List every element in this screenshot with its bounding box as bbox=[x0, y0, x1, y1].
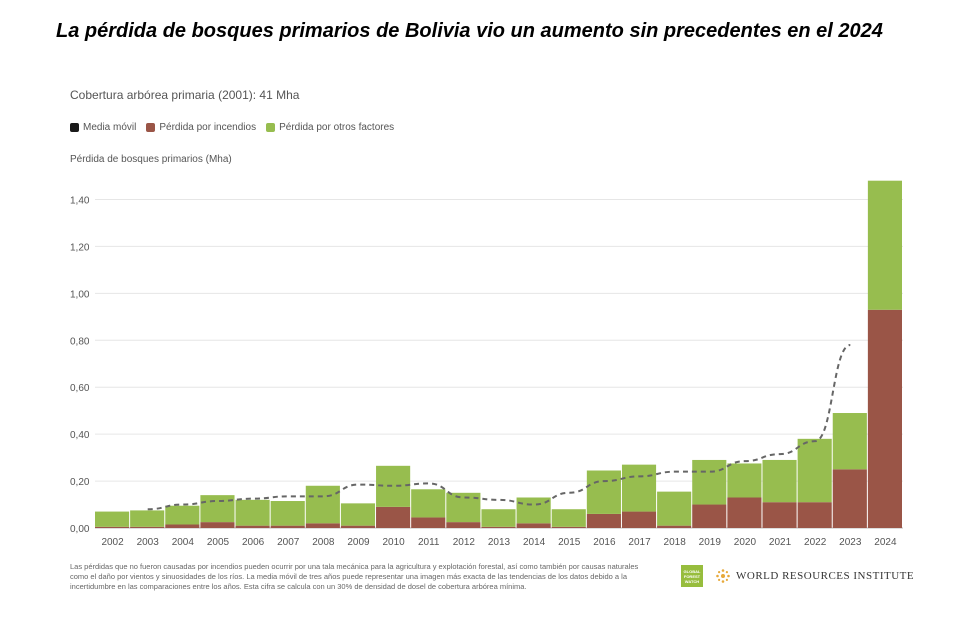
legend-swatch-fire-loss bbox=[146, 123, 156, 132]
global-forest-watch-logo: GLOBAL FOREST WATCH bbox=[681, 565, 703, 587]
y-axis-label: Pérdida de bosques primarios (Mha) bbox=[70, 154, 232, 165]
x-tick-label: 2012 bbox=[453, 537, 476, 548]
legend-swatch-moving-average bbox=[70, 123, 79, 132]
bar-fire-loss bbox=[762, 502, 797, 528]
x-tick-label: 2002 bbox=[101, 537, 124, 548]
chart-legend: Media móvil Pérdida por incendios Pérdid… bbox=[70, 122, 394, 133]
bar-other-loss bbox=[481, 509, 516, 527]
x-tick-label: 2004 bbox=[172, 537, 195, 548]
bar-other-loss bbox=[586, 470, 621, 514]
x-tick-label: 2007 bbox=[277, 537, 300, 548]
bar-other-loss bbox=[797, 438, 832, 503]
x-tick-label: 2011 bbox=[418, 537, 440, 548]
y-tick-label: 1,00 bbox=[70, 289, 90, 300]
bar-other-loss bbox=[762, 459, 797, 503]
bar-fire-loss bbox=[340, 525, 376, 528]
bar-fire-loss bbox=[832, 469, 867, 528]
stacked-bar-chart: 0,00 0,20 0,40 0,60 0,80 1,00 1,20 1,40 2002 2003… bbox=[70, 180, 903, 548]
bar-fire-loss bbox=[270, 525, 305, 528]
x-tick-label: 2023 bbox=[839, 537, 862, 548]
x-tick-label: 2022 bbox=[804, 537, 827, 548]
bar-other-loss bbox=[165, 505, 200, 525]
bar-fire-loss bbox=[376, 506, 411, 528]
bar-other-loss bbox=[130, 510, 165, 527]
bar-other-loss bbox=[832, 413, 867, 470]
bar-fire-loss bbox=[621, 511, 657, 528]
legend-label-fire-loss: Pérdida por incendios bbox=[159, 122, 257, 133]
x-tick-label: 2015 bbox=[558, 537, 581, 548]
y-tick-label: 0,60 bbox=[70, 383, 90, 394]
chart-headline: La pérdida de bosques primarios de Boliv… bbox=[56, 20, 883, 42]
bar-other-loss bbox=[727, 463, 762, 498]
bar-other-loss bbox=[621, 464, 657, 512]
bar-fire-loss bbox=[305, 523, 340, 528]
x-tick-label: 2018 bbox=[664, 537, 687, 548]
y-tick-label: 0,00 bbox=[70, 524, 90, 535]
bar-fire-loss bbox=[867, 309, 902, 528]
wri-name: WORLD RESOURCES INSTITUTE bbox=[736, 570, 915, 582]
wri-logo: WORLD RESOURCES INSTITUTE bbox=[715, 568, 914, 584]
legend-item-other-loss: Pérdida por otros factores bbox=[266, 122, 394, 133]
x-tick-label: 2013 bbox=[488, 537, 511, 548]
y-tick-label: 0,40 bbox=[70, 430, 90, 441]
bar-other-loss bbox=[657, 491, 692, 526]
legend-label-other-loss: Pérdida por otros factores bbox=[279, 122, 395, 133]
x-tick-label: 2016 bbox=[593, 537, 616, 548]
bar-other-loss bbox=[340, 503, 376, 526]
legend-label-moving-average: Media móvil bbox=[83, 122, 137, 133]
x-tick-label: 2014 bbox=[523, 537, 546, 548]
bar-fire-loss bbox=[516, 523, 551, 528]
bar-fire-loss bbox=[797, 502, 832, 528]
y-tick-label: 0,20 bbox=[70, 477, 90, 488]
bar-fire-loss bbox=[130, 526, 165, 528]
x-tick-label: 2021 bbox=[769, 537, 792, 548]
x-tick-label: 2020 bbox=[734, 537, 757, 548]
bar-other-loss bbox=[235, 499, 270, 526]
bar-fire-loss bbox=[551, 526, 586, 528]
moving-average-line bbox=[147, 343, 851, 511]
y-tick-label: 1,40 bbox=[70, 195, 90, 206]
x-tick-label: 2010 bbox=[382, 537, 405, 548]
tree-cover-subtitle: Cobertura arbórea primaria (2001): 41 Mh… bbox=[70, 88, 300, 102]
legend-swatch-other-loss bbox=[266, 123, 276, 132]
bar-other-loss bbox=[305, 485, 340, 524]
chart-footnote: Las pérdidas que no fueron causadas por … bbox=[70, 562, 639, 591]
bar-fire-loss bbox=[200, 522, 235, 528]
bar-fire-loss bbox=[657, 525, 692, 528]
bar-fire-loss bbox=[692, 504, 727, 528]
x-tick-label: 2006 bbox=[242, 537, 265, 548]
x-tick-label: 2024 bbox=[874, 537, 897, 548]
x-tick-label: 2009 bbox=[347, 537, 370, 548]
legend-item-fire-loss: Pérdida por incendios bbox=[146, 122, 256, 133]
bar-fire-loss bbox=[727, 497, 762, 528]
bar-fire-loss bbox=[411, 517, 446, 528]
x-tick-label: 2019 bbox=[699, 537, 722, 548]
wri-emblem-icon bbox=[716, 569, 730, 583]
bar-other-loss bbox=[95, 511, 130, 527]
x-tick-label: 2003 bbox=[137, 537, 160, 548]
x-tick-label: 2008 bbox=[312, 537, 335, 548]
bar-other-loss bbox=[200, 495, 235, 523]
bar-fire-loss bbox=[446, 522, 481, 528]
bar-other-loss bbox=[867, 180, 902, 310]
y-tick-label: 1,20 bbox=[70, 242, 90, 253]
bar-other-loss bbox=[270, 501, 305, 526]
bar-other-loss bbox=[692, 459, 727, 505]
bar-other-loss bbox=[411, 489, 446, 518]
bar-fire-loss bbox=[586, 513, 621, 528]
legend-item-moving-average: Media móvil bbox=[70, 122, 136, 133]
bar-fire-loss bbox=[235, 525, 270, 528]
bar-fire-loss bbox=[95, 526, 130, 528]
x-tick-label: 2017 bbox=[628, 537, 651, 548]
y-tick-label: 0,80 bbox=[70, 336, 90, 347]
bar-fire-loss bbox=[481, 526, 516, 528]
x-tick-label: 2005 bbox=[207, 537, 230, 548]
bar-fire-loss bbox=[165, 524, 200, 528]
bar-other-loss bbox=[551, 509, 586, 527]
